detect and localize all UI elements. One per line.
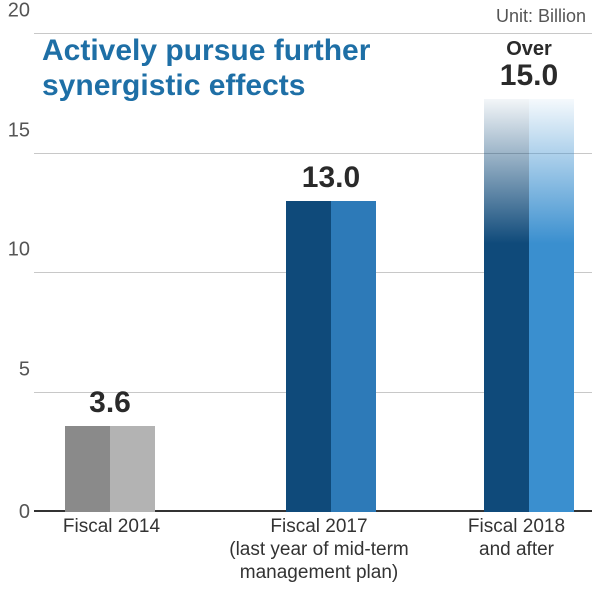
chart-x-labels: Fiscal 2014Fiscal 2017(last year of mid-…: [34, 516, 592, 596]
synergy-bar-chart: Unit: Billion Actively pursue further sy…: [0, 0, 600, 598]
chart-bar-shade-right: [110, 426, 155, 512]
chart-bar: 13.0: [286, 201, 376, 512]
chart-bar-shade-right: [529, 99, 574, 512]
chart-bar-value: Over15.0: [500, 38, 558, 93]
chart-bar: 3.6: [65, 426, 155, 512]
chart-ytick: 15: [2, 119, 30, 142]
chart-bar-value-number: 15.0: [500, 59, 558, 92]
chart-title-line1: Actively pursue further: [42, 34, 370, 67]
chart-bar-shade-left: [484, 99, 529, 512]
chart-bar-shade-left: [286, 201, 331, 512]
chart-bar-value: 13.0: [302, 161, 360, 195]
chart-ytick: 0: [2, 501, 30, 524]
chart-bar-shade-left: [65, 426, 110, 512]
chart-title: Actively pursue further synergistic effe…: [42, 34, 370, 103]
chart-xlabel: Fiscal 2018and after: [434, 516, 599, 562]
chart-bar-value: 3.6: [89, 386, 131, 420]
chart-xlabel: Fiscal 2017(last year of mid-termmanagem…: [204, 516, 434, 584]
chart-bar-shade-right: [331, 201, 376, 512]
chart-unit-label: Unit: Billion: [496, 6, 586, 27]
chart-xlabel: Fiscal 2014: [29, 516, 194, 539]
chart-ytick: 20: [2, 0, 30, 23]
chart-title-line2: synergistic effects: [42, 69, 305, 102]
chart-bar-value-prefix: Over: [500, 38, 558, 61]
chart-bar-value-number: 13.0: [302, 161, 360, 194]
chart-plot-area: 051015203.613.0Over15.0: [34, 34, 592, 512]
chart-ytick: 5: [2, 358, 30, 381]
chart-bar-value-number: 3.6: [89, 386, 131, 419]
chart-bar: Over15.0: [484, 99, 574, 512]
chart-ytick: 10: [2, 239, 30, 262]
